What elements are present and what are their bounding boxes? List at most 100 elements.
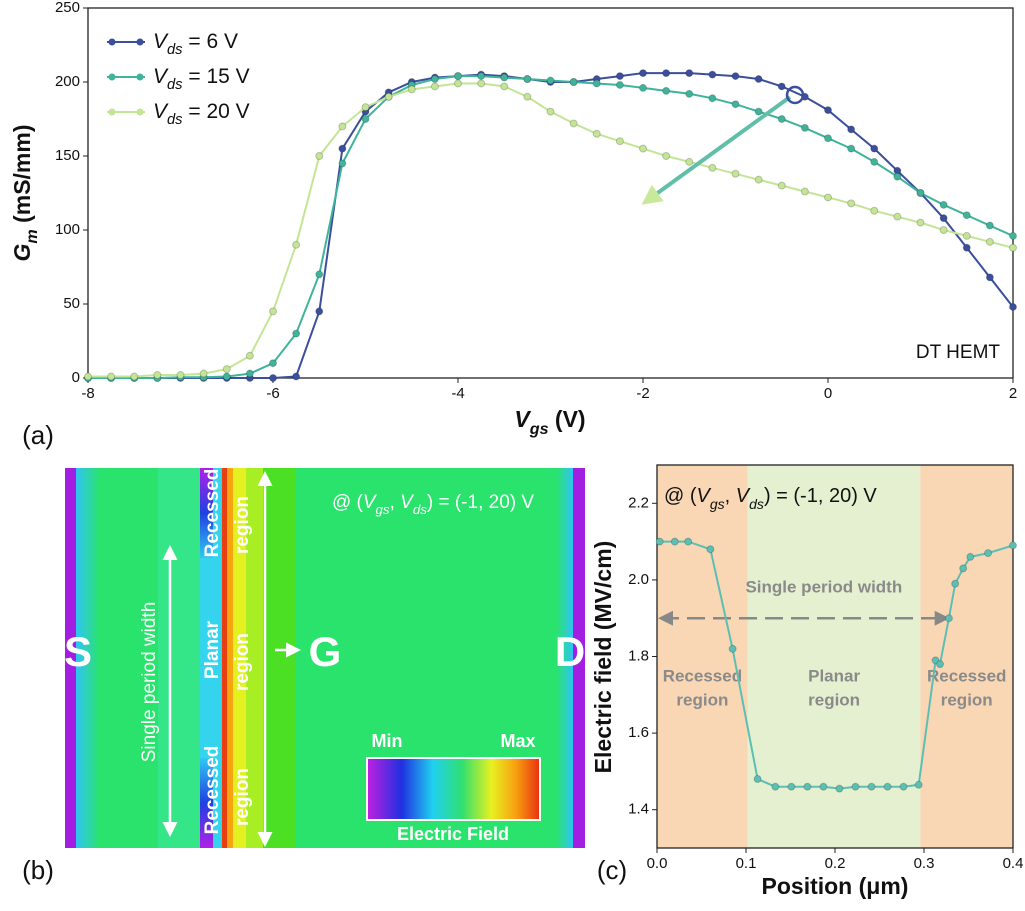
data-point — [245, 351, 254, 360]
data-point — [984, 549, 993, 558]
data-point — [962, 211, 971, 220]
data-point — [662, 69, 671, 78]
data-point — [1009, 243, 1017, 252]
data-point — [546, 76, 555, 85]
column-label: Recessed — [202, 746, 223, 835]
y-tick-label: 2.0 — [628, 571, 649, 588]
data-point — [824, 134, 832, 143]
data-point — [777, 115, 786, 123]
trend-arrow — [641, 95, 792, 205]
data-point — [824, 106, 832, 115]
y-tick-label: 250 — [55, 0, 80, 16]
peak-strip — [222, 468, 227, 848]
data-point — [731, 169, 740, 178]
data-point — [944, 614, 953, 623]
peak-strip — [227, 468, 233, 848]
y-tick-label: 50 — [63, 295, 80, 312]
region — [657, 465, 748, 848]
data-point — [639, 69, 647, 78]
data-point — [708, 70, 717, 79]
data-point — [269, 374, 277, 382]
y-tick-label: 150 — [55, 147, 80, 164]
x-axis-label: Vgs (V) — [514, 406, 585, 438]
data-point — [245, 369, 254, 378]
column-label: region — [232, 496, 253, 554]
data-point — [338, 144, 347, 153]
data-point — [546, 107, 555, 116]
data-point — [962, 231, 971, 240]
legend-label: Vds = 6 V — [153, 30, 238, 58]
recessed-strip — [200, 758, 213, 848]
source-label: S — [64, 628, 92, 675]
data-point — [819, 782, 828, 791]
data-point — [384, 92, 393, 101]
y-axis-label: Electric field (MV/cm) — [590, 541, 616, 774]
data-point — [454, 79, 462, 88]
data-point — [176, 371, 185, 380]
panel-label: (c) — [597, 855, 627, 885]
data-point — [962, 243, 971, 252]
data-point — [966, 552, 975, 561]
highlight-ring — [785, 85, 805, 105]
legend-marker — [136, 73, 144, 81]
column-label: region — [232, 768, 253, 826]
data-point — [338, 122, 347, 131]
data-point — [835, 784, 844, 793]
data-point — [939, 200, 948, 209]
data-point — [851, 782, 860, 791]
y-tick-label: 100 — [55, 221, 80, 238]
data-point — [753, 775, 762, 784]
source-edge — [65, 468, 76, 848]
data-point — [592, 129, 601, 138]
data-point — [985, 237, 994, 246]
field-annotation: @ (Vgs, Vds) = (-1, 20) V — [332, 492, 534, 517]
data-point — [936, 660, 945, 669]
data-point — [639, 144, 647, 153]
y-tick-label: 2.2 — [628, 494, 649, 511]
data-point — [477, 79, 486, 88]
data-point — [959, 564, 968, 573]
x-axis-label: Position (μm) — [762, 873, 909, 899]
data-point — [315, 152, 324, 160]
panel-b: S G D Single period width Recessed Plana… — [22, 468, 585, 885]
data-point — [315, 270, 324, 279]
data-point — [803, 782, 812, 791]
data-point — [523, 92, 532, 101]
colorbar-max: Max — [500, 731, 535, 751]
data-point — [639, 83, 647, 92]
data-point — [685, 89, 694, 98]
data-point — [292, 240, 301, 249]
data-point — [407, 85, 416, 94]
colorbar — [366, 757, 541, 821]
legend-marker — [136, 108, 144, 116]
x-tick-label: 0.4 — [1003, 855, 1024, 872]
data-point — [754, 75, 763, 84]
peak-strip — [233, 468, 246, 848]
data-point — [292, 329, 301, 338]
annotation: DT HEMT — [916, 342, 1000, 363]
data-point — [1009, 231, 1017, 240]
x-tick-label: 0.1 — [736, 855, 757, 872]
annotation: @ (Vgs, Vds) = (-1, 20) V — [664, 485, 877, 511]
panel-label: (b) — [22, 855, 54, 885]
drain-edge — [573, 468, 585, 848]
legend-label: Vds = 20 V — [153, 100, 250, 128]
data-point — [477, 72, 486, 81]
data-point — [847, 144, 856, 153]
x-tick-label: -6 — [266, 385, 279, 402]
peak-strip — [263, 468, 295, 848]
x-tick-label: 0.2 — [825, 855, 846, 872]
data-point — [867, 782, 876, 791]
data-point — [684, 537, 693, 546]
data-point — [985, 273, 994, 282]
data-point — [870, 157, 879, 166]
data-point — [939, 214, 948, 223]
y-tick-label: 0 — [72, 369, 80, 386]
data-point — [777, 82, 786, 91]
panel-label: (a) — [22, 420, 54, 450]
data-point — [84, 372, 92, 381]
data-point — [269, 359, 277, 368]
legend-marker — [136, 38, 144, 46]
drain-gradient — [556, 468, 573, 848]
